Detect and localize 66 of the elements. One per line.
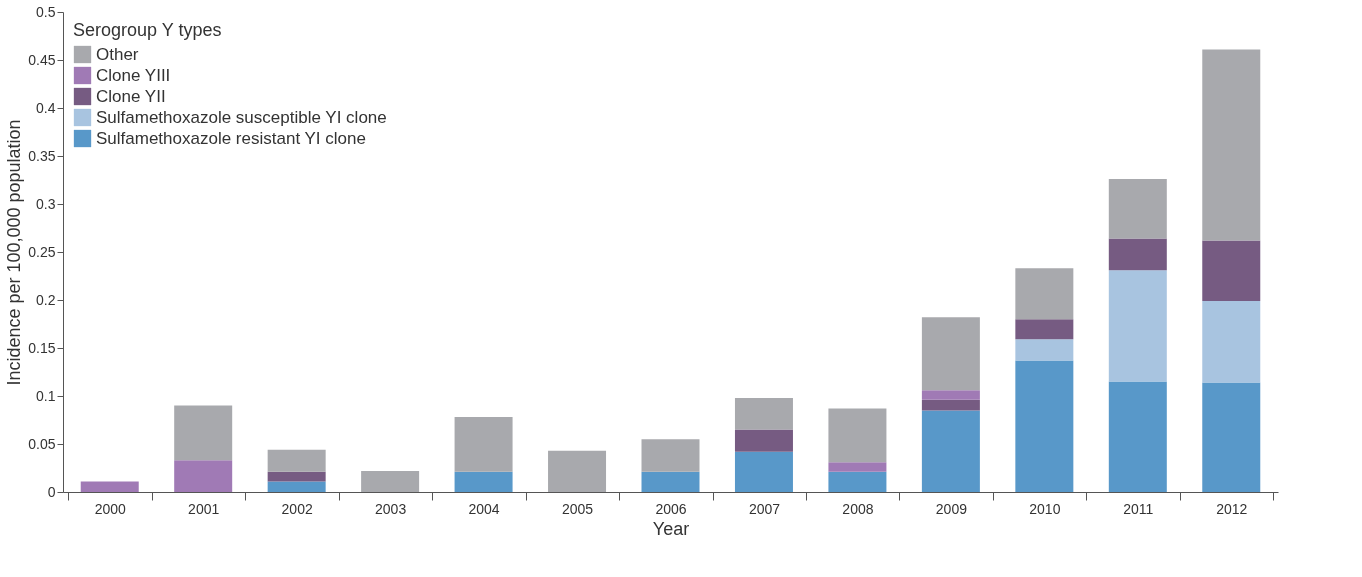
y-axis-title: Incidence per 100,000 population [4,119,25,386]
y-tick-label: 0.35 [28,147,56,164]
y-tick-label: 0.45 [28,51,56,68]
bar [734,397,793,430]
legend-label: Sulfamethoxazole susceptible YI clone [96,107,387,127]
bar [267,471,326,482]
bar [454,471,513,492]
bar [641,471,700,492]
legend-label: Sulfamethoxazole resistant YI clone [96,128,366,148]
y-tick-label: 0 [47,483,56,500]
legend-label: Clone YII [96,86,166,106]
y-tick-label: 0.25 [28,243,56,260]
x-tick-label: 2005 [561,500,594,517]
bar [1015,268,1074,320]
bar [1015,339,1074,361]
x-tick-label: 2011 [1123,500,1154,517]
bar [174,405,233,461]
x-tick-label: 2007 [748,500,781,517]
bar [921,317,980,391]
legend-label: Clone YIII [96,65,171,85]
y-tick-label: 0.4 [36,99,56,116]
legend-label: Other [96,44,139,64]
bar [1202,49,1261,241]
x-tick-label: 2001 [188,500,220,517]
y-tick-label: 0.5 [36,3,56,20]
x-tick-label: 2012 [1216,500,1248,517]
bar [1108,238,1167,271]
x-tick-label: 2000 [94,500,127,517]
bar [641,439,700,472]
legend-title: Serogroup Y types [73,20,222,40]
bar [1202,240,1261,301]
x-tick-label: 2006 [655,500,687,517]
bar [828,462,887,472]
bar [828,471,887,492]
bar [1015,360,1074,492]
bar [1202,382,1261,492]
bar [828,408,887,463]
bar [921,390,980,400]
bar [1202,300,1261,383]
x-axis-title: Year [652,518,690,539]
y-tick-label: 0.05 [28,435,56,452]
bar [548,450,607,492]
bar [454,417,513,472]
y-tick-label: 0.1 [36,387,56,404]
bar [1108,381,1167,492]
x-tick-label: 2010 [1029,500,1061,517]
y-tick-label: 0.15 [28,339,56,356]
x-tick-label: 2004 [468,500,500,517]
bar [734,429,793,452]
x-tick-label: 2008 [842,500,874,517]
bar [921,410,980,492]
bar [267,449,326,472]
bar [1015,319,1074,340]
bar [80,481,139,492]
bar [361,470,420,492]
x-tick-label: 2003 [375,500,407,517]
x-tick-label: 2002 [281,500,313,517]
bar [267,481,326,492]
bar [921,399,980,411]
bar [1108,179,1167,239]
y-tick-label: 0.3 [36,195,56,212]
x-tick-label: 2009 [935,500,968,517]
bar [1108,270,1167,382]
bar [174,460,233,492]
bar [734,451,793,492]
y-tick-label: 0.2 [36,291,56,308]
